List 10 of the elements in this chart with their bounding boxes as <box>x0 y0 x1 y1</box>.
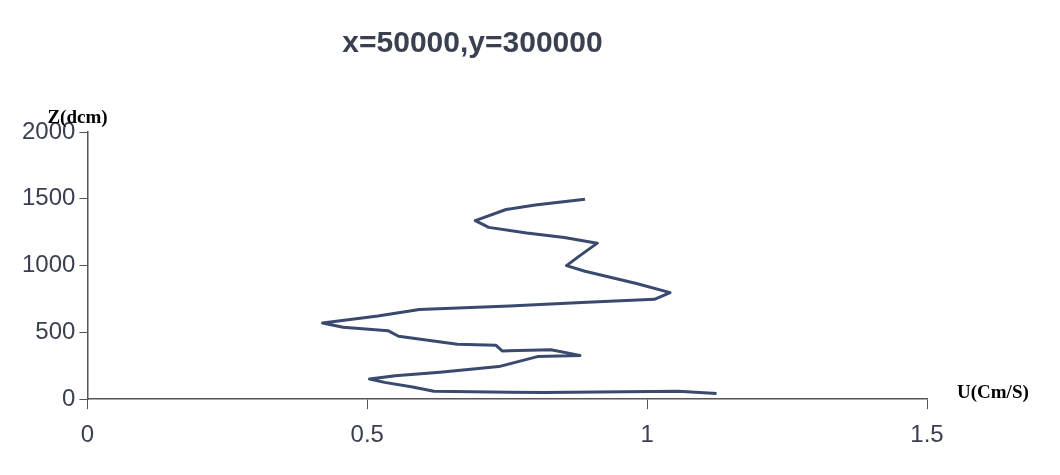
x-axis-title: U(Cm/S) <box>957 381 1029 404</box>
chart-title: x=50000,y=300000 <box>342 25 603 59</box>
y-tick-label: 1000 <box>22 250 76 278</box>
y-tick-label: 1500 <box>22 183 76 211</box>
x-tick-label: 0 <box>80 420 95 448</box>
y-tick-label: 500 <box>35 317 76 345</box>
x-tick-label: 0.5 <box>350 420 384 448</box>
x-tick-label: 1.5 <box>910 420 944 448</box>
x-tick-label: 1 <box>640 420 654 448</box>
y-tick-label: 0 <box>62 383 76 411</box>
